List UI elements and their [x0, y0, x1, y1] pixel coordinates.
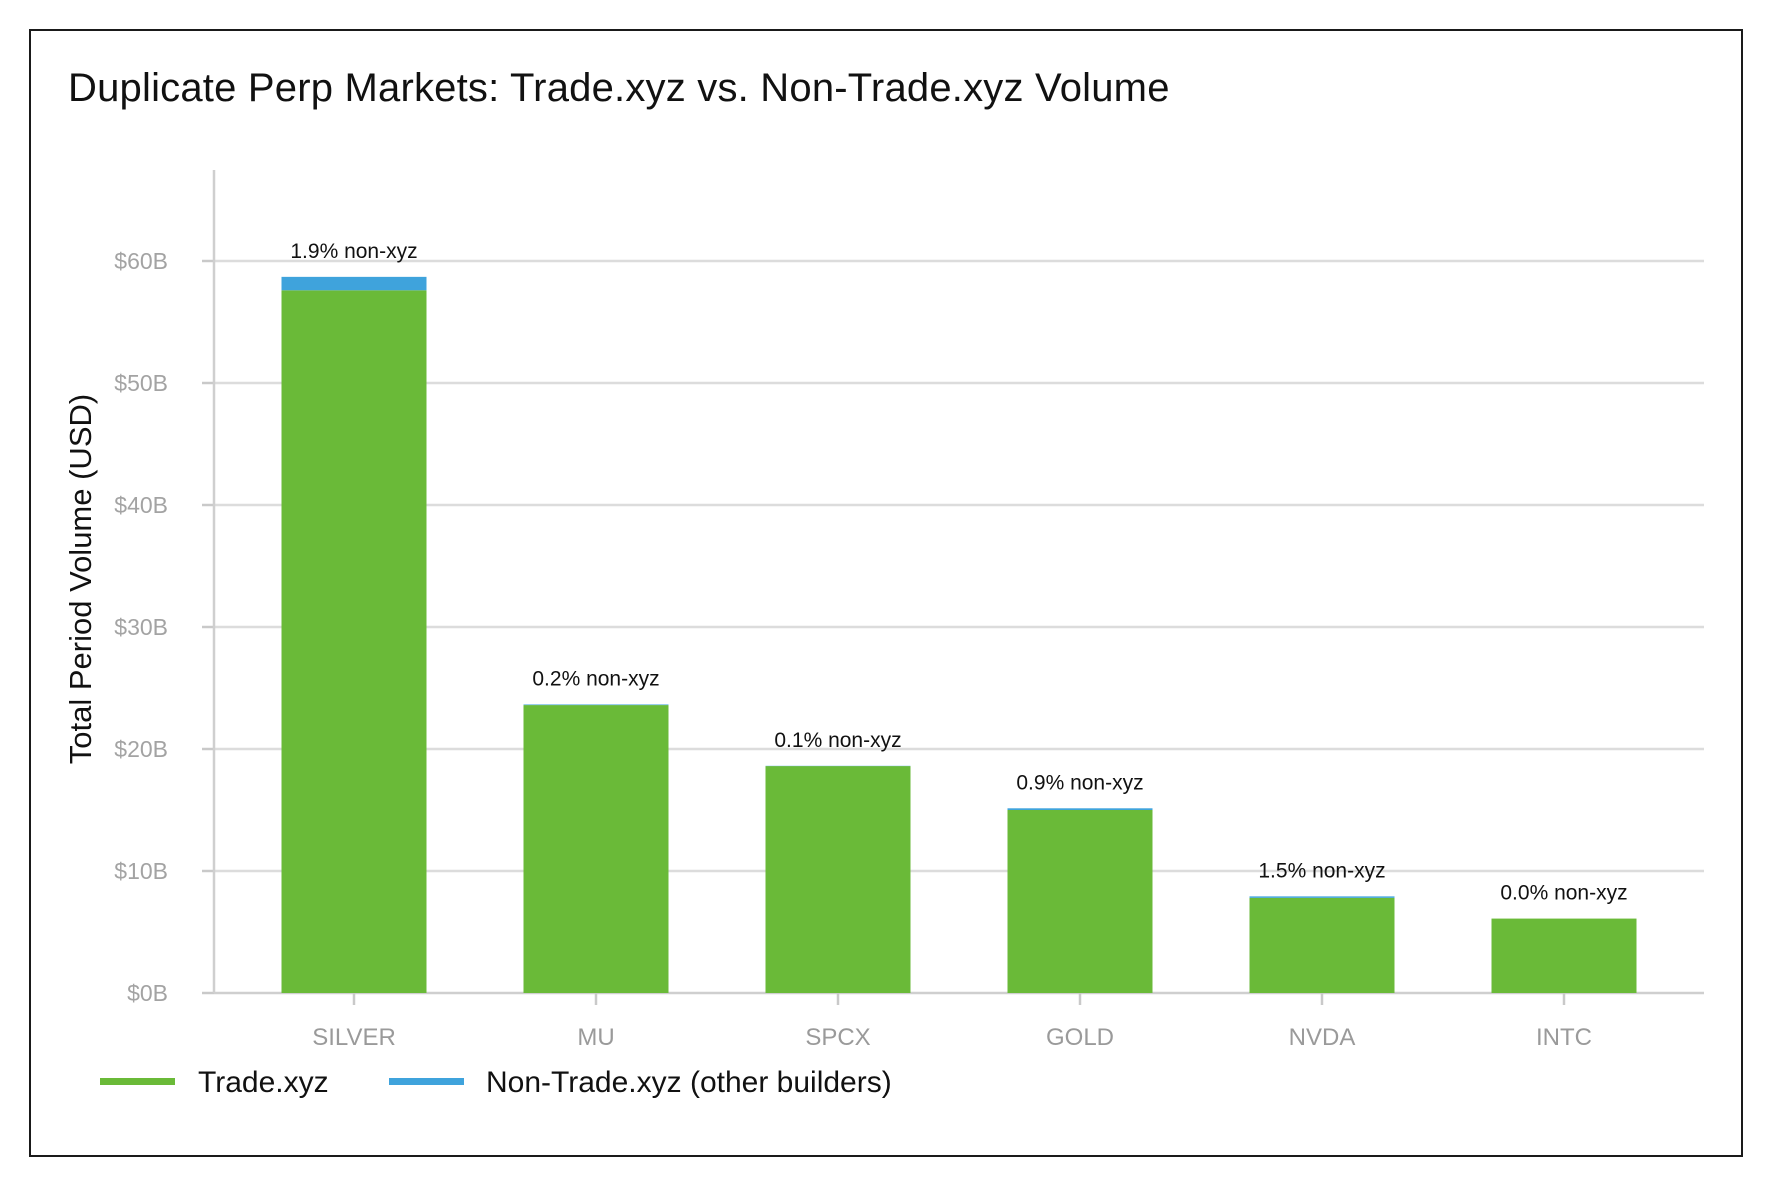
legend-label: Non-Trade.xyz (other builders): [486, 1066, 892, 1099]
legend-swatch: [100, 1078, 175, 1085]
y-tick-label: $20B: [114, 736, 168, 762]
bar-gold-trade-xyz: [1007, 810, 1153, 993]
bar-annotation: 0.2% non-xyz: [532, 667, 659, 690]
bar-annotation: 0.9% non-xyz: [1016, 771, 1143, 794]
chart-title: Duplicate Perp Markets: Trade.xyz vs. No…: [68, 66, 1170, 110]
x-tick-label: MU: [577, 1024, 614, 1051]
bar-nvda-non-trade-xyz: [1249, 896, 1395, 898]
x-tick-label: SPCX: [805, 1024, 870, 1051]
axes: [202, 170, 1704, 1005]
y-tick-label: $40B: [114, 492, 168, 518]
x-tick-label: NVDA: [1289, 1024, 1356, 1051]
bar-mu-trade-xyz: [523, 705, 669, 993]
bar-nvda-trade-xyz: [1249, 897, 1395, 993]
y-tick-label: $30B: [114, 614, 168, 640]
bar-mu-non-trade-xyz: [523, 704, 669, 706]
grid-lines: [214, 259, 1704, 873]
x-tick-label: GOLD: [1046, 1024, 1114, 1051]
bar-silver-non-trade-xyz: [281, 276, 427, 291]
x-tick-label: SILVER: [312, 1024, 396, 1051]
bar-silver-trade-xyz: [281, 290, 427, 993]
bar-gold-non-trade-xyz: [1007, 808, 1153, 810]
legend-label: Trade.xyz: [198, 1066, 329, 1099]
bar-annotation: 0.1% non-xyz: [774, 729, 901, 752]
bars: [281, 276, 1637, 993]
x-tick-label: INTC: [1536, 1024, 1592, 1051]
labels: $0B $10B $20B $30B $40B $50B $60B 1.9% non-xyz S…: [114, 240, 1627, 1051]
y-tick-label: $50B: [114, 370, 168, 396]
bar-annotation: 1.9% non-xyz: [290, 240, 417, 263]
bar-intc-trade-xyz: [1491, 918, 1637, 993]
bar-annotation: 1.5% non-xyz: [1258, 859, 1385, 882]
bar-annotation: 0.0% non-xyz: [1500, 882, 1627, 905]
y-tick-label: $10B: [114, 858, 168, 884]
y-tick-label: $0B: [127, 980, 168, 1006]
legend-swatch: [389, 1078, 464, 1085]
y-tick-label: $60B: [114, 248, 168, 274]
legend: Trade.xyz Non-Trade.xyz (other builders): [100, 1066, 892, 1099]
y-axis-label: Total Period Volume (USD): [63, 394, 98, 764]
bar-spcx-trade-xyz: [765, 766, 911, 993]
